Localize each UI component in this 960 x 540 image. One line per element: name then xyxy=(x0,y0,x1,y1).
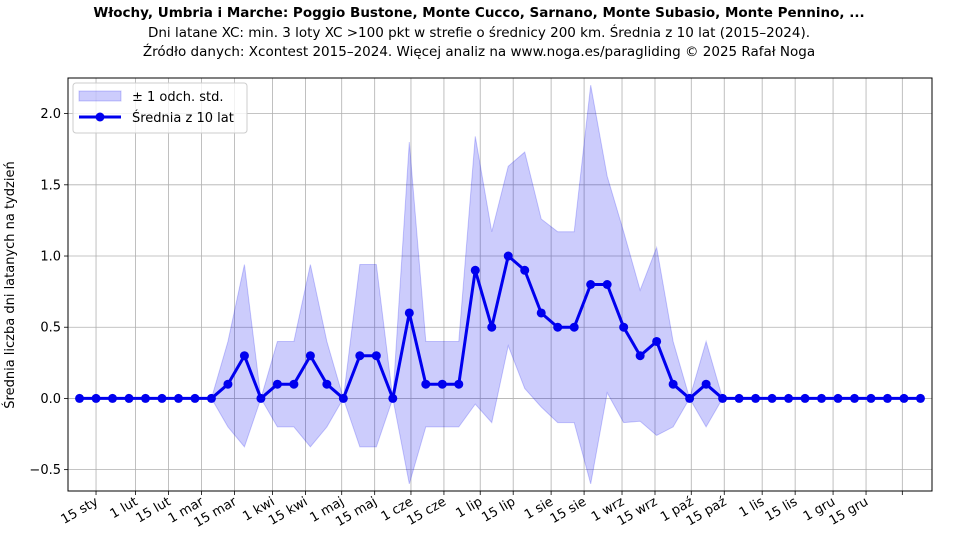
y-tick-label: 0.0 xyxy=(40,392,61,407)
y-axis: −0.5 0.0 0.5 1.0 1.5 2.0 xyxy=(29,107,68,478)
mean-point xyxy=(190,393,200,403)
legend-band-label: ± 1 odch. std. xyxy=(132,90,224,105)
chart-subtitle-line-1: Dni latane XC: min. 3 loty XC >100 pkt w… xyxy=(148,23,810,41)
mean-point xyxy=(272,379,282,389)
mean-point xyxy=(751,393,761,403)
mean-point xyxy=(734,393,744,403)
mean-point xyxy=(140,393,150,403)
mean-point xyxy=(784,393,794,403)
mean-point xyxy=(454,379,464,389)
mean-point xyxy=(239,351,249,361)
x-tick-label: 15 lis xyxy=(763,494,801,524)
y-tick-label: 1.5 xyxy=(40,178,61,193)
legend-box xyxy=(72,82,248,134)
mean-point xyxy=(124,393,134,403)
x-tick-label: 1 lis xyxy=(737,494,768,520)
mean-point xyxy=(817,393,827,403)
plot-frame xyxy=(67,77,933,492)
mean-point xyxy=(536,308,546,318)
mean-point xyxy=(355,351,365,361)
std-band-area xyxy=(79,85,921,485)
mean-point xyxy=(602,280,612,289)
mean-point xyxy=(305,351,315,361)
x-tick-label: 1 lip xyxy=(454,494,486,521)
mean-point xyxy=(75,393,85,403)
mean-point xyxy=(91,393,101,403)
x-tick-label: 15 lut xyxy=(133,494,173,526)
mean-point xyxy=(487,322,497,332)
mean-point xyxy=(157,393,167,403)
mean-point xyxy=(652,336,662,346)
mean-point xyxy=(388,393,398,403)
mean-point xyxy=(882,393,892,403)
y-tick-label: 0.5 xyxy=(40,321,61,336)
mean-point xyxy=(800,393,810,403)
mean-line xyxy=(79,254,921,400)
mean-point xyxy=(899,393,909,403)
legend-band-swatch xyxy=(78,90,122,102)
y-tick-label: 1.0 xyxy=(40,250,61,265)
y-axis-label: Średnia liczba dni latanych na tydzień xyxy=(2,161,18,408)
mean-point xyxy=(685,393,695,403)
mean-point xyxy=(569,322,579,332)
mean-point xyxy=(223,379,233,389)
mean-point xyxy=(371,351,381,361)
chart-title: Włochy, Umbria i Marche: Poggio Bustone,… xyxy=(93,5,864,21)
mean-point xyxy=(866,393,876,403)
mean-point xyxy=(322,379,332,389)
legend: ± 1 odch. std. Średnia z 10 lat xyxy=(72,82,248,134)
mean-series xyxy=(75,251,925,403)
x-tick-label: 15 sty xyxy=(59,494,102,527)
mean-point xyxy=(635,351,645,361)
std-band xyxy=(79,85,921,485)
mean-point xyxy=(701,379,711,389)
mean-point xyxy=(404,308,414,318)
mean-point xyxy=(668,379,678,389)
mean-point xyxy=(470,265,480,275)
y-tick-label: −0.5 xyxy=(29,463,61,478)
mean-point xyxy=(256,393,266,403)
mean-point xyxy=(520,265,530,275)
mean-point xyxy=(850,393,860,403)
mean-point xyxy=(767,393,777,403)
x-tick-label: 15 sie xyxy=(548,494,589,527)
x-tick-label: 15 lip xyxy=(479,494,518,525)
mean-point xyxy=(437,379,447,389)
mean-point xyxy=(503,251,513,261)
mean-point xyxy=(915,393,925,403)
mean-point xyxy=(421,379,431,389)
mean-point xyxy=(338,393,348,403)
mean-point xyxy=(586,280,596,289)
legend-line-marker xyxy=(95,112,105,122)
mean-point xyxy=(553,322,563,332)
y-tick-label: 2.0 xyxy=(40,107,61,122)
mean-point xyxy=(718,393,728,403)
mean-point xyxy=(108,393,118,403)
mean-point xyxy=(206,393,216,403)
mean-point xyxy=(173,393,183,403)
mean-point xyxy=(833,393,843,403)
mean-point xyxy=(619,322,629,332)
chart-subtitle-line-2: Źródło danych: Xcontest 2015–2024. Więce… xyxy=(143,42,815,60)
mean-point xyxy=(289,379,299,389)
legend-line-label: Średnia z 10 lat xyxy=(132,110,234,126)
